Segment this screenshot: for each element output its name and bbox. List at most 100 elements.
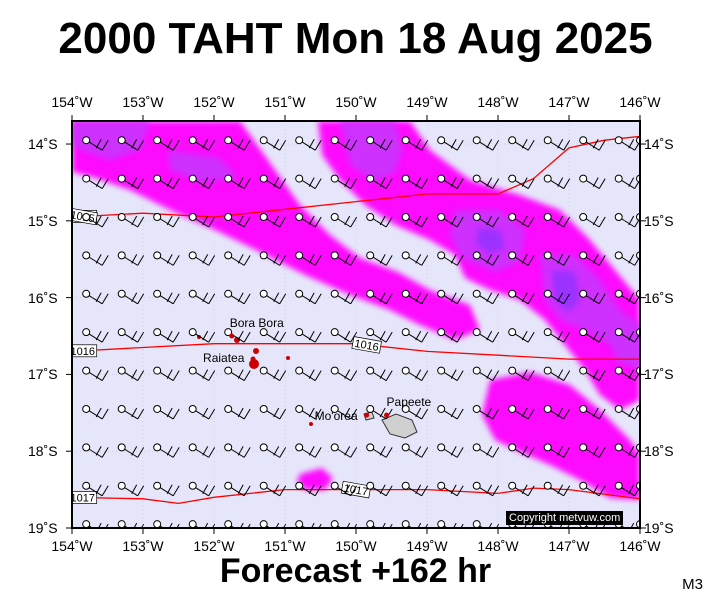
rain-area-10 [610,330,640,370]
rain-area-11 [297,468,333,490]
wind-barb [295,289,322,305]
wind-barb [401,328,429,343]
wind-barb [543,366,571,381]
wind-barb [437,212,464,228]
wind-barb [472,251,500,266]
lat-label-left: 17˚S [28,366,58,383]
wind-barb [259,404,287,420]
wind-barb [401,366,429,381]
place-marker [229,333,235,339]
island-3 [286,356,290,360]
wind-barb [82,289,109,305]
wind-barb [579,212,606,228]
wind-barb [153,404,180,420]
wind-barb [401,136,429,151]
wind-barb [508,289,535,305]
rain-area-4 [340,121,402,182]
lon-label-top: 152˚W [193,94,235,110]
wind-barb [82,251,109,266]
wind-barb [543,136,571,151]
isobar-label-text: 1017 [70,493,94,505]
wind-barb [579,404,606,420]
wind-barb [224,520,251,528]
wind-barb [579,174,606,190]
wind-barb [153,289,180,305]
lat-label-left: 18˚S [28,443,58,460]
wind-barb [366,443,393,458]
wind-barb [472,328,500,343]
wind-barb [188,212,216,228]
wind-barb [188,443,216,458]
wind-barb [295,520,322,528]
wind-barb [614,443,640,458]
wind-barb [437,174,464,190]
wind-barb [543,328,571,343]
wind-barb [330,136,358,151]
wind-barb [330,443,358,458]
wind-barb [259,481,287,497]
lat-label-left: 14˚S [28,136,58,153]
wind-barb [153,481,180,497]
wind-barb [508,328,535,343]
lon-label-bottom: 152˚W [193,538,235,554]
wind-barb [188,366,216,381]
isobar-label-1016-0: 1016 [72,344,98,358]
lon-label-bottom: 153˚W [122,538,164,554]
wind-barb [508,404,535,420]
wind-barb [117,443,145,458]
wind-barb [472,289,500,305]
wind-barb [579,328,606,343]
wind-barb [259,174,287,190]
isobar-label-1016-1: 1016 [351,336,382,354]
wind-barb [295,251,322,266]
wind-barb [188,174,216,190]
wind-barb [295,174,322,190]
wind-barb [153,212,180,228]
wind-barb [117,212,145,228]
wind-barb [366,212,393,228]
wind-barb [543,443,571,458]
wind-barb [472,404,500,420]
wind-barb [366,174,393,190]
wind-barb [508,251,535,266]
wind-barb [295,328,322,343]
wind-barb [188,136,216,151]
wind-barb [117,404,145,420]
wind-barb [366,481,393,497]
wind-barb [259,251,287,266]
lon-label-bottom: 151˚W [264,538,306,554]
wind-barb [117,136,145,151]
wind-barb [401,481,429,497]
wind-barb [614,174,640,190]
copyright-notice: Copyright metvuw.com [506,511,624,525]
wind-barb [188,251,216,266]
wind-barb [472,481,500,497]
wind-barb [508,174,535,190]
island-5 [309,422,313,426]
wind-barb [401,174,429,190]
grid-layer [72,121,640,528]
lon-label-bottom: 149˚W [406,538,448,554]
wind-barb [330,289,358,305]
islands-layer [197,335,418,439]
map-title: 2000 TAHT Mon 18 Aug 2025 [58,14,653,63]
lon-label-top: 149˚W [406,94,448,110]
lat-label-left: 16˚S [28,289,58,306]
rain-area-0 [72,121,480,340]
map-content: 101510151016101610171017 [70,121,640,528]
wind-barb [508,481,535,497]
wind-barb [543,481,571,497]
wind-barb [543,212,571,228]
wind-barb [117,366,145,381]
wind-barb [472,136,500,151]
island-2 [249,359,259,369]
rain-area-9 [482,372,640,500]
wind-barb [330,366,358,381]
wind-barb [153,366,180,381]
wind-barb [366,251,393,266]
wind-barb [437,366,464,381]
wind-barb [543,404,571,420]
place-label: Bora Bora [229,316,284,331]
wind-barb [153,174,180,190]
place-marker [364,412,370,418]
